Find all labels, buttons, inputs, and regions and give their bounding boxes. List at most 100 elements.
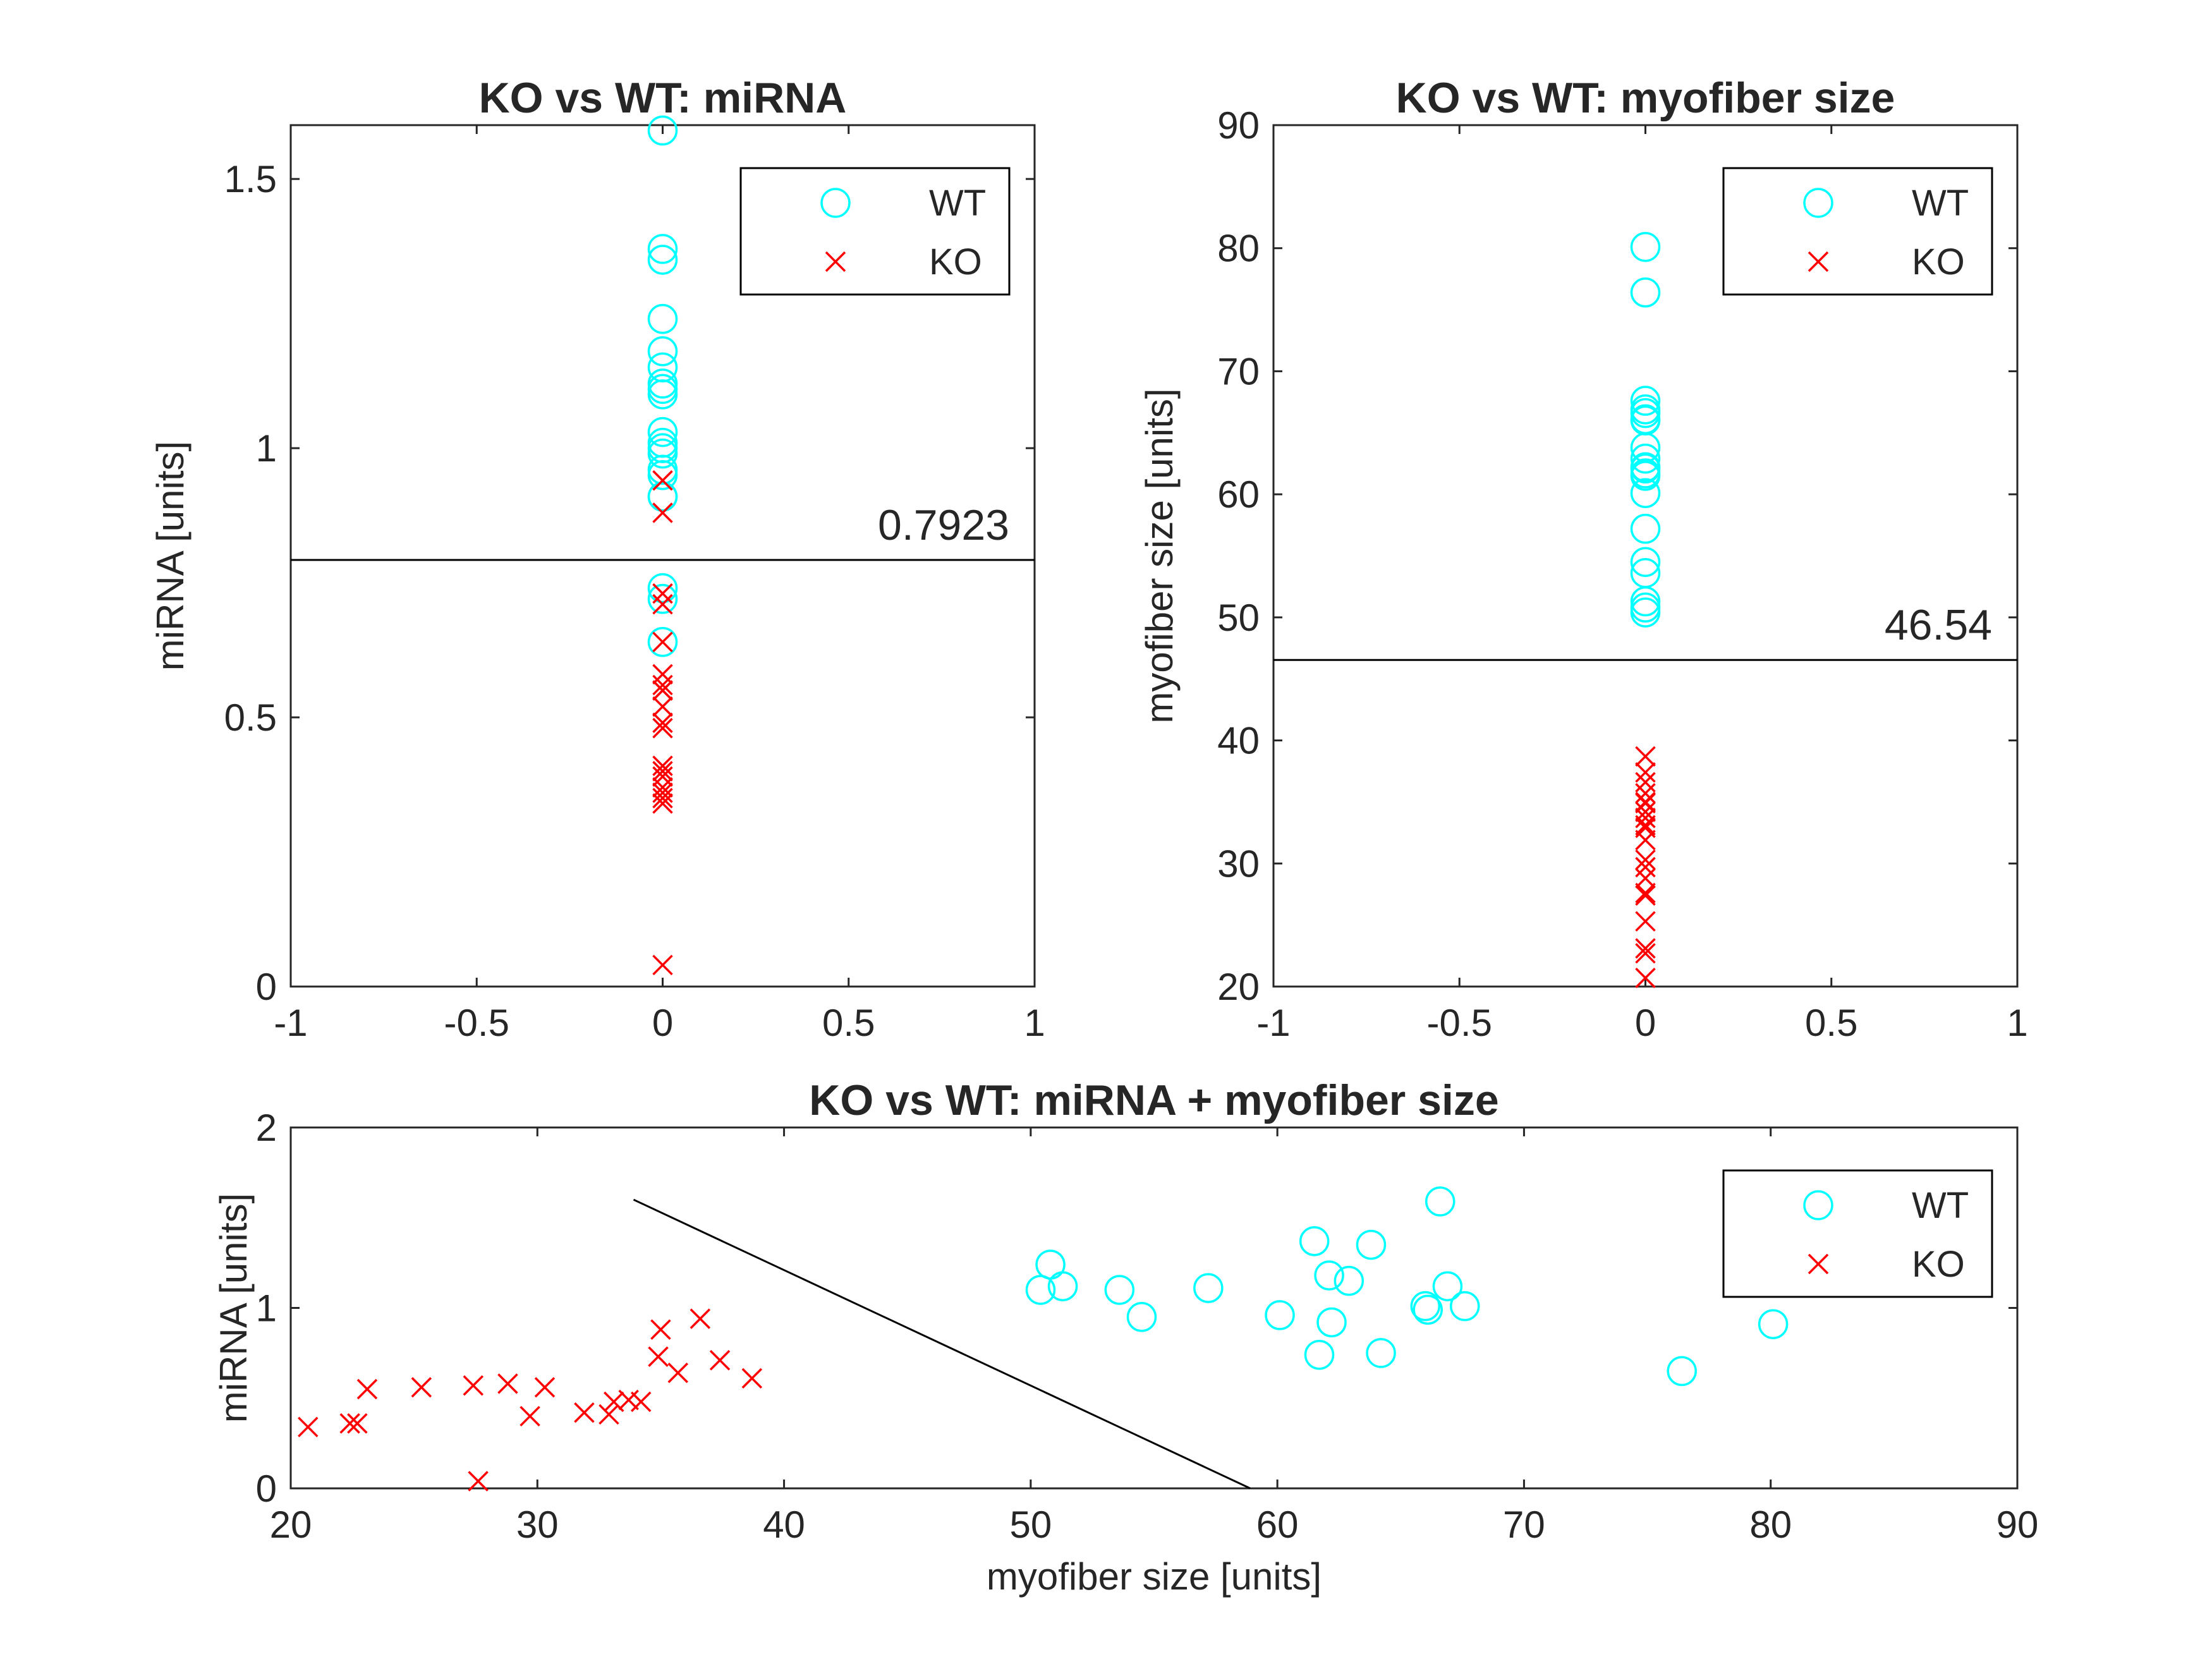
ko-point	[650, 1319, 671, 1340]
y-tick-label: 80	[1217, 228, 1260, 270]
ko-point	[574, 1402, 595, 1423]
y-tick-label: 90	[1217, 104, 1260, 147]
ko-point	[648, 1346, 669, 1367]
wt-point	[1630, 513, 1661, 544]
ko-point	[652, 766, 673, 787]
x-tick-label: 1	[1024, 1002, 1045, 1044]
x-tick-label: 0.5	[1805, 1002, 1857, 1044]
legend-label-ko: KO	[1912, 241, 1965, 283]
ko-point	[520, 1406, 540, 1427]
y-tick-label: 70	[1217, 350, 1260, 392]
legend-box	[739, 167, 1011, 296]
chart-3: 20 30 40 50 60 70 80 90 0 1 2 KO vs WT: miRNA + myo…	[212, 1076, 2038, 1598]
ko-point	[1635, 856, 1656, 878]
x-tick-label: 90	[1996, 1504, 2039, 1546]
ko-point	[463, 1375, 484, 1396]
threshold-label: 46.54	[1885, 601, 1992, 649]
ko-point	[1635, 762, 1656, 783]
legend: WT KO	[1722, 1169, 1993, 1298]
x-tick-label: 1	[2007, 1002, 2027, 1044]
ko-point	[652, 761, 673, 782]
x-tick-label: 50	[1009, 1504, 1052, 1546]
legend-ko-marker	[1808, 251, 1829, 272]
y-tick-label: 0	[256, 1468, 277, 1510]
legend-wt-marker	[1803, 188, 1833, 218]
ko-point	[339, 1413, 360, 1434]
y-axis-label: miRNA [units]	[212, 1193, 255, 1423]
ko-point	[667, 1363, 688, 1383]
ko-point	[1635, 911, 1656, 932]
legend: WT KO	[739, 167, 1011, 296]
y-tick-label: 40	[1217, 720, 1260, 762]
wt-point	[1265, 1300, 1295, 1330]
ko-point	[630, 1391, 652, 1413]
wt-point	[1630, 586, 1661, 617]
chart-title: KO vs WT: myofiber size	[1396, 74, 1895, 122]
chart-1: -1 -0.5 0 0.5 1 0 0.5 1 1.5 KO vs WT: miRNA miRNA …	[149, 74, 1045, 1044]
ko-point	[652, 664, 673, 685]
ko-point	[534, 1376, 556, 1398]
wt-point	[1667, 1356, 1697, 1387]
ko-point	[1635, 830, 1656, 851]
wt-point	[647, 438, 678, 469]
legend-wt-marker	[820, 188, 851, 218]
wt-point	[1630, 443, 1661, 474]
ko-point	[652, 502, 673, 523]
y-tick-label: 20	[1217, 966, 1260, 1008]
ko-point	[1635, 815, 1656, 836]
ko-point	[709, 1350, 731, 1371]
legend-label-ko: KO	[929, 241, 982, 283]
ko-point	[652, 954, 673, 976]
x-tick-label: -1	[1256, 1002, 1290, 1044]
y-tick-label: 1.5	[224, 158, 277, 200]
wt-point	[647, 583, 678, 614]
ko-point	[1635, 808, 1656, 829]
ko-point	[1635, 849, 1656, 870]
x-tick-label: 70	[1503, 1504, 1545, 1546]
ko-point	[1635, 968, 1656, 988]
wt-point	[1630, 277, 1661, 308]
wt-point	[1450, 1291, 1480, 1322]
wt-point	[1758, 1309, 1789, 1339]
threshold-label: 0.7923	[878, 501, 1009, 549]
series-wt	[1630, 232, 1661, 628]
legend-label-ko: KO	[1912, 1244, 1965, 1285]
chart-title: KO vs WT: miRNA + myofiber size	[809, 1076, 1498, 1124]
ko-point	[652, 755, 673, 776]
y-axis-label: myofiber size [units]	[1138, 388, 1181, 723]
y-tick-label: 0	[256, 966, 277, 1008]
ko-point	[1635, 943, 1656, 964]
wt-point	[1304, 1339, 1335, 1370]
ko-point	[411, 1376, 432, 1398]
ko-point	[1635, 885, 1656, 906]
legend-label-wt: WT	[1912, 1185, 1969, 1226]
wt-point	[647, 379, 678, 410]
ko-point	[652, 583, 673, 604]
legend: WT KO	[1722, 167, 1993, 296]
x-tick-label: 0	[1635, 1002, 1656, 1044]
series-wt	[647, 115, 678, 657]
ko-point	[652, 593, 673, 615]
wt-point	[1630, 232, 1661, 262]
wt-point	[647, 482, 678, 512]
ko-point	[741, 1368, 763, 1389]
y-axis-label: miRNA [units]	[149, 441, 191, 671]
wt-point	[1413, 1294, 1443, 1325]
ko-point	[652, 631, 673, 653]
wt-point	[647, 416, 678, 447]
x-tick-label: 60	[1256, 1504, 1299, 1546]
wt-point	[1299, 1226, 1330, 1256]
series-ko	[652, 470, 673, 976]
wt-point	[647, 245, 678, 275]
legend-label-wt: WT	[929, 183, 986, 224]
ko-point	[652, 782, 673, 803]
series-ko	[1635, 746, 1656, 988]
ko-point	[652, 470, 673, 491]
x-tick-label: 0	[652, 1002, 673, 1044]
ko-point	[1635, 783, 1656, 804]
ko-point	[347, 1413, 368, 1434]
legend-box	[1722, 167, 1993, 296]
decision-boundary-line	[633, 1198, 1251, 1490]
chart-title: KO vs WT: miRNA	[479, 74, 847, 122]
